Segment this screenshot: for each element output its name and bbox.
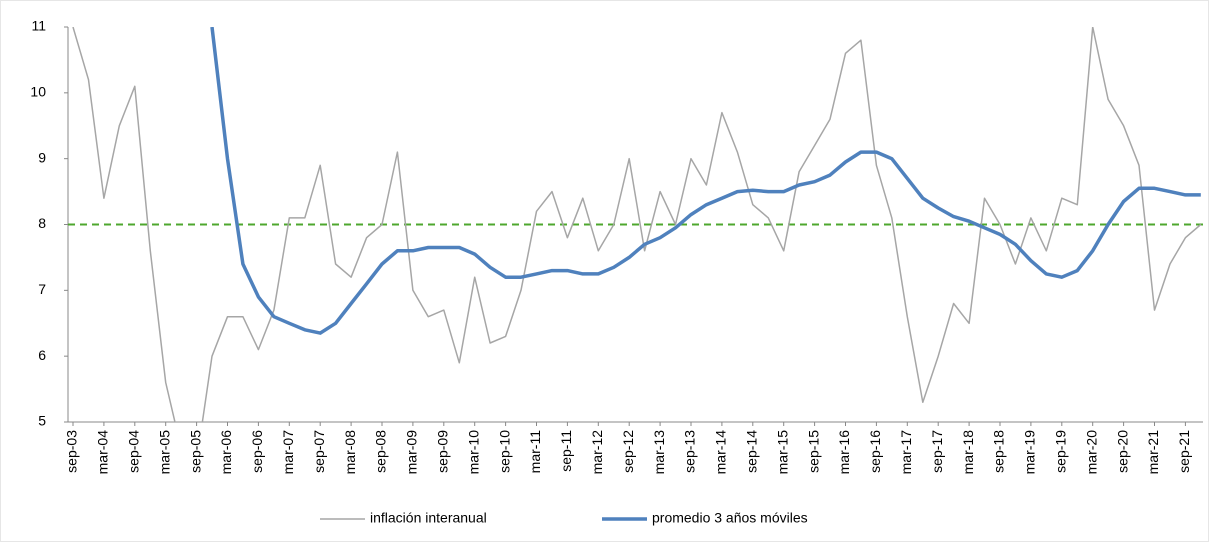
x-tick-label: mar-05 [156, 430, 172, 475]
x-tick-label: mar-04 [95, 430, 111, 475]
x-tick-label: mar-11 [527, 430, 543, 474]
x-tick-label: sep-20 [1114, 430, 1130, 473]
y-tick-label: 9 [38, 149, 46, 165]
x-tick-label: sep-16 [867, 430, 883, 473]
x-tick-label: sep-12 [620, 430, 636, 473]
x-tick-label: mar-08 [342, 430, 358, 475]
x-tick-label: mar-14 [713, 430, 729, 475]
x-tick-label: sep-11 [558, 430, 574, 472]
x-tick-label: sep-07 [311, 430, 327, 473]
x-tick-label: mar-19 [1022, 430, 1038, 475]
legend-label: inflación interanual [370, 510, 487, 526]
x-tick-label: mar-21 [1145, 430, 1161, 475]
x-tick-label: mar-20 [1083, 430, 1099, 475]
legend-label: promedio 3 años móviles [652, 510, 808, 526]
x-tick-label: mar-13 [651, 430, 667, 475]
x-tick-label: sep-09 [435, 430, 451, 473]
x-tick-label: sep-14 [744, 430, 760, 473]
x-tick-label: mar-06 [218, 430, 234, 475]
x-tick-label: sep-13 [682, 430, 698, 473]
y-tick-label: 6 [38, 347, 46, 363]
series-line [210, 27, 1201, 335]
x-tick-label: mar-18 [960, 430, 976, 475]
x-tick-label: sep-17 [929, 430, 945, 473]
plot [72, 27, 1202, 422]
y-tick-label: 11 [31, 18, 46, 34]
y-tick-label: 7 [38, 281, 46, 297]
x-tick-label: sep-10 [496, 430, 512, 473]
x-tick-label: mar-09 [404, 430, 420, 475]
x-tick-label: sep-05 [187, 430, 203, 473]
x-tick-label: mar-10 [465, 430, 481, 475]
x-tick-label: sep-06 [249, 430, 265, 473]
x-tick-label: mar-15 [774, 430, 790, 475]
y-tick-label: 8 [38, 215, 46, 231]
x-tick-label: sep-18 [991, 430, 1007, 473]
x-tick-label: sep-15 [805, 430, 821, 473]
y-tick-label: 10 [30, 84, 46, 100]
x-tick-label: sep-03 [64, 430, 80, 473]
series-line [72, 27, 1202, 422]
x-tick-label: sep-19 [1053, 430, 1069, 473]
x-tick-label: mar-16 [836, 430, 852, 475]
x-tick-label: sep-21 [1176, 430, 1192, 473]
x-tick-label: mar-07 [280, 430, 296, 475]
x-tick-label: sep-04 [126, 430, 142, 473]
x-tick-label: mar-17 [898, 430, 914, 475]
y-tick-label: 5 [38, 413, 46, 429]
x-tick-label: sep-08 [373, 430, 389, 473]
x-tick-label: mar-12 [589, 430, 605, 475]
